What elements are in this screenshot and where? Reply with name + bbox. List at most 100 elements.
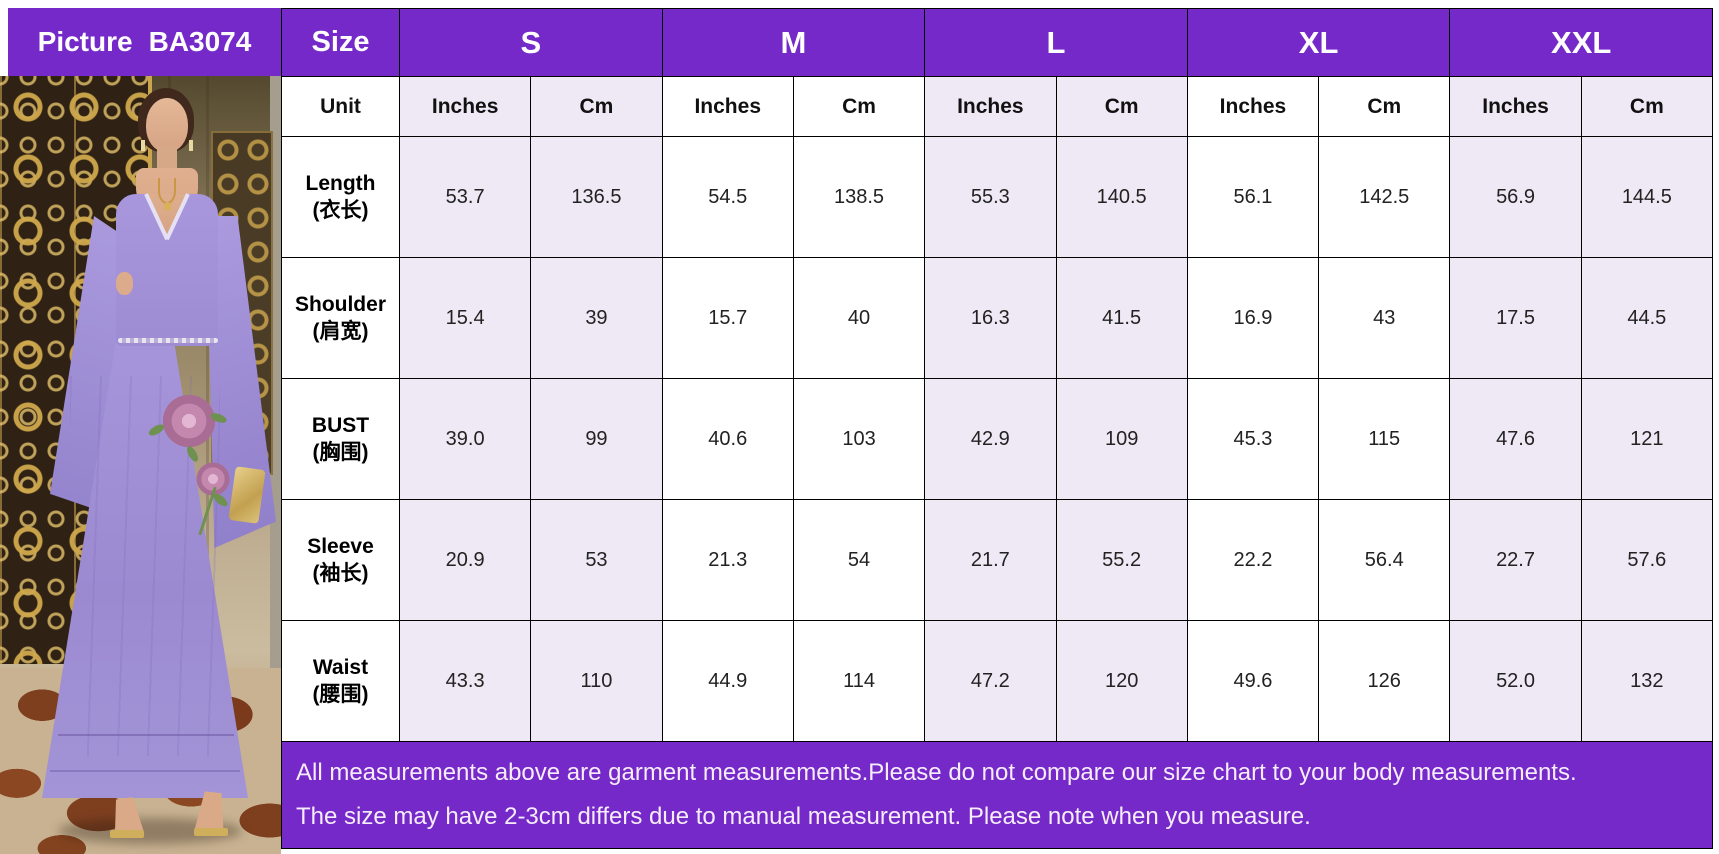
shoulder-l-inches: 16.3 — [925, 258, 1056, 378]
wall-pillar — [270, 76, 281, 696]
sleeve-s-cm: 53 — [531, 500, 662, 620]
waist-xxl-inches: 52.0 — [1450, 621, 1581, 741]
row-label-shoulder: Shoulder (肩宽) — [282, 258, 399, 378]
size-table: Size S M L XL XXL Unit Inches Cm Inches … — [281, 8, 1713, 849]
sleeve-l-cm: 55.2 — [1056, 500, 1187, 620]
unit-cm-xxl: Cm — [1581, 77, 1712, 136]
row-label-zh: (胸围) — [312, 441, 369, 464]
bust-l-inches: 42.9 — [925, 379, 1056, 499]
waist-l-inches: 47.2 — [925, 621, 1056, 741]
unit-cm-xl: Cm — [1319, 77, 1450, 136]
unit-header: Unit — [282, 77, 399, 136]
shoulder-l-cm: 41.5 — [1056, 258, 1187, 378]
sleeve-xl-inches: 22.2 — [1187, 500, 1319, 620]
picture-header: Picture BA3074 — [8, 8, 281, 76]
length-l-inches: 55.3 — [925, 137, 1056, 257]
waist-xl-cm: 126 — [1319, 621, 1450, 741]
shoulder-xl-inches: 16.9 — [1187, 258, 1319, 378]
length-s-inches: 53.7 — [400, 137, 531, 257]
earring — [189, 140, 193, 151]
length-l-cm: 140.5 — [1056, 137, 1187, 257]
bust-xxl-inches: 47.6 — [1450, 379, 1581, 499]
measurement-note-line1: All measurements above are garment measu… — [296, 758, 1577, 786]
waist-s-inches: 43.3 — [400, 621, 531, 741]
bust-xxl-cm: 121 — [1581, 379, 1712, 499]
bust-m-inches: 40.6 — [662, 379, 793, 499]
shoulder-xl-cm: 43 — [1319, 258, 1450, 378]
unit-inches-xxl: Inches — [1450, 77, 1581, 136]
waist-xxl-cm: 132 — [1581, 621, 1712, 741]
row-label-en: BUST — [311, 413, 370, 437]
sleeve-xxl-cm: 57.6 — [1581, 500, 1712, 620]
length-xl-inches: 56.1 — [1187, 137, 1319, 257]
row-label-length: Length (衣长) — [282, 137, 399, 257]
bust-s-cm: 99 — [531, 379, 662, 499]
unit-inches-l: Inches — [925, 77, 1056, 136]
row-label-waist: Waist (腰围) — [282, 621, 399, 741]
sleeve-m-cm: 54 — [793, 500, 925, 620]
sleeve-s-inches: 20.9 — [400, 500, 531, 620]
waist-m-inches: 44.9 — [662, 621, 793, 741]
picture-label: Picture — [37, 26, 133, 57]
row-label-en: Sleeve — [307, 534, 374, 558]
shoulder-m-inches: 15.7 — [662, 258, 793, 378]
length-s-cm: 136.5 — [531, 137, 662, 257]
size-column-header: Size — [282, 9, 399, 76]
shoulder-s-inches: 15.4 — [400, 258, 531, 378]
waist-s-cm: 110 — [531, 621, 662, 741]
dress-hemline — [50, 770, 240, 772]
shoulder-xxl-inches: 17.5 — [1450, 258, 1581, 378]
product-photo — [0, 76, 281, 854]
length-m-inches: 54.5 — [662, 137, 793, 257]
rose-embroidery — [162, 394, 216, 448]
waist-l-cm: 120 — [1056, 621, 1187, 741]
unit-inches-s: Inches — [400, 77, 531, 136]
sleeve-m-inches: 21.3 — [662, 500, 793, 620]
measurement-note: All measurements above are garment measu… — [282, 742, 1712, 848]
size-header-m: M — [662, 9, 925, 76]
unit-inches-xl: Inches — [1187, 77, 1319, 136]
size-header-xxl: XXL — [1450, 9, 1712, 76]
size-header-l: L — [925, 9, 1187, 76]
length-m-cm: 138.5 — [793, 137, 925, 257]
unit-inches-m: Inches — [662, 77, 793, 136]
measurement-note-line2: The size may have 2-3cm differs due to m… — [296, 803, 1311, 831]
necklace-pendant — [164, 202, 171, 211]
model-neck — [157, 146, 177, 174]
picture-code: BA3074 — [148, 26, 252, 57]
waist-xl-inches: 49.6 — [1187, 621, 1319, 741]
wall-panel-seam — [206, 76, 209, 676]
row-label-bust: BUST (胸围) — [282, 379, 399, 499]
length-xxl-inches: 56.9 — [1450, 137, 1581, 257]
model-face — [146, 98, 188, 152]
size-header-s: S — [400, 9, 662, 76]
unit-cm-l: Cm — [1056, 77, 1187, 136]
row-label-en: Shoulder — [294, 292, 386, 316]
waist-m-cm: 114 — [793, 621, 925, 741]
bust-xl-cm: 115 — [1319, 379, 1450, 499]
gold-heel — [194, 828, 228, 836]
bust-xl-inches: 45.3 — [1187, 379, 1319, 499]
row-label-zh: (袖长) — [312, 562, 369, 585]
row-label-sleeve: Sleeve (袖长) — [282, 500, 399, 620]
unit-cm-m: Cm — [793, 77, 925, 136]
bust-l-cm: 109 — [1056, 379, 1187, 499]
bust-m-cm: 103 — [793, 379, 925, 499]
sleeve-l-inches: 21.7 — [925, 500, 1056, 620]
size-header-xl: XL — [1187, 9, 1450, 76]
earring — [141, 140, 145, 151]
gold-heel — [110, 830, 144, 838]
necklace — [158, 178, 176, 204]
shoulder-m-cm: 40 — [793, 258, 925, 378]
shoulder-s-cm: 39 — [531, 258, 662, 378]
dress-hemline — [58, 734, 234, 736]
unit-cm-s: Cm — [531, 77, 662, 136]
sleeve-xl-cm: 56.4 — [1319, 500, 1450, 620]
length-xxl-cm: 144.5 — [1581, 137, 1712, 257]
chain-belt — [118, 338, 218, 343]
sleeve-xxl-inches: 22.7 — [1450, 500, 1581, 620]
bust-s-inches: 39.0 — [400, 379, 531, 499]
row-label-en: Waist — [312, 655, 369, 679]
length-xl-cm: 142.5 — [1319, 137, 1450, 257]
